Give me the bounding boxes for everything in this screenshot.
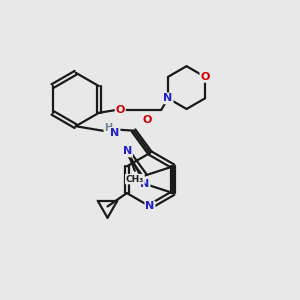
Text: N: N (140, 179, 149, 189)
Text: O: O (142, 115, 152, 125)
Text: H: H (104, 123, 112, 133)
Text: O: O (200, 72, 210, 82)
Text: N: N (110, 128, 120, 138)
Text: N: N (123, 146, 132, 157)
Text: N: N (146, 202, 154, 212)
Text: N: N (164, 93, 172, 103)
Text: CH₃: CH₃ (126, 175, 144, 184)
Text: O: O (116, 105, 125, 115)
